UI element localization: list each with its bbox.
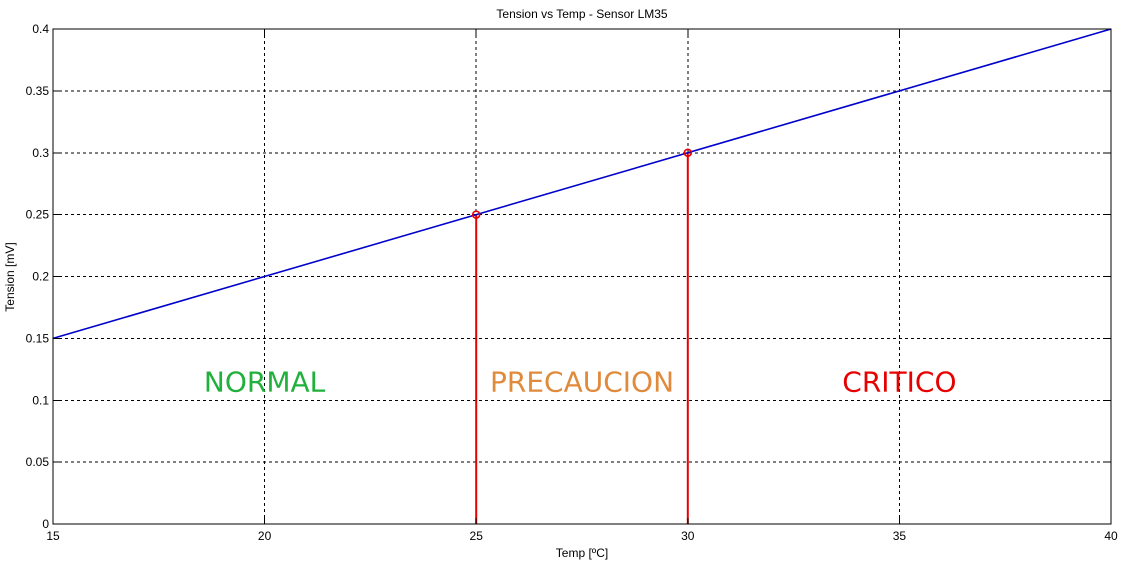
y-tick-label: 0 [42,517,49,531]
zone-label-precaucion: PRECAUCION [490,366,674,399]
y-tick-label: 0.25 [26,208,50,222]
zone-label-critico: CRITICO [842,366,956,399]
x-tick-label: 35 [893,529,907,543]
y-tick-label: 0.4 [32,22,49,36]
y-tick-label: 0.3 [32,146,49,160]
y-tick-label: 0.05 [26,455,50,469]
series-line [52,28,1112,340]
y-tick-label: 0.2 [32,270,49,284]
chart-title: Tension vs Temp - Sensor LM35 [496,7,668,21]
x-tick-label: 20 [258,529,272,543]
x-tick-label: 40 [1104,529,1118,543]
data-point-marker [683,148,693,158]
y-tick-label: 0.1 [32,393,49,407]
x-tick-label: 15 [46,529,60,543]
x-axis-label: Temp [ºC] [556,546,608,560]
plot-area: 15 20 25 30 35 40 0 0.05 0.1 0.15 0.2 0.25 0.3 0.35 0.… [26,22,1118,543]
zone-label-normal: NORMAL [204,366,326,399]
y-axis-label: Tension [mV] [3,242,17,311]
x-tick-label: 30 [681,529,695,543]
y-tick-label: 0.15 [26,331,50,345]
y-tick-label: 0.35 [26,84,50,98]
x-tick-label: 25 [470,529,484,543]
data-point-marker [471,210,481,219]
